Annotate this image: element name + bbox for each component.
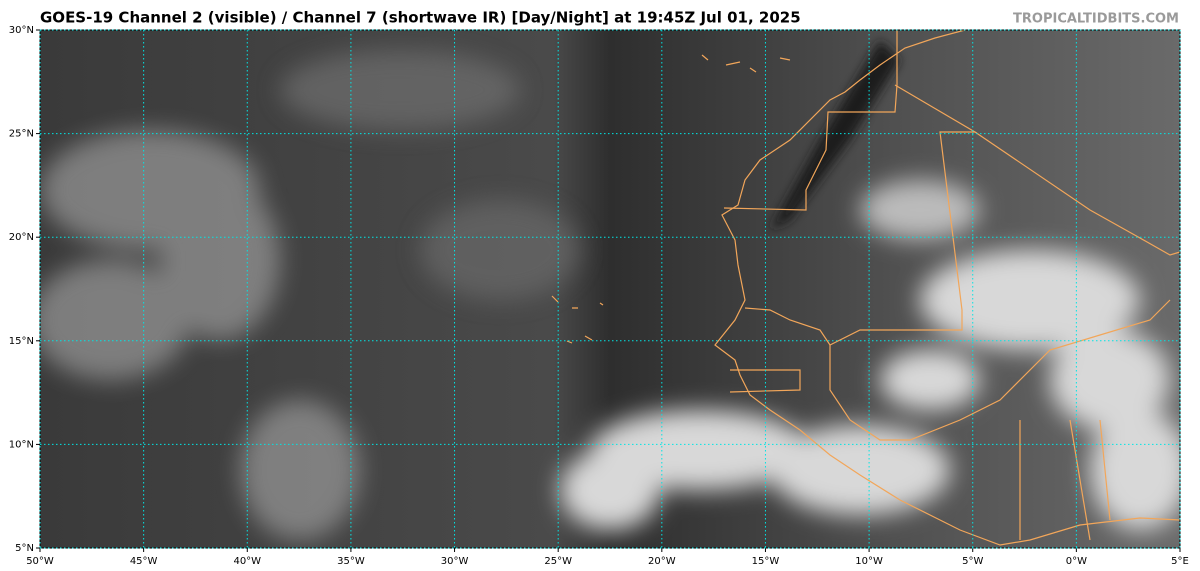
- y-tick-label: 10°N: [9, 439, 34, 450]
- y-tick-label: 20°N: [9, 232, 34, 243]
- x-tick-label: 35°W: [337, 556, 365, 567]
- x-tick-label: 5°E: [1171, 556, 1189, 567]
- x-tick-label: 30°W: [441, 556, 469, 567]
- x-tick-label: 20°W: [648, 556, 676, 567]
- x-tick-label: 15°W: [752, 556, 780, 567]
- imagery: [40, 30, 1180, 548]
- x-tick-label: 25°W: [544, 556, 572, 567]
- y-tick-label: 5°N: [15, 543, 34, 554]
- title: GOES-19 Channel 2 (visible) / Channel 7 …: [40, 9, 801, 27]
- y-tick-label: 30°N: [9, 25, 34, 36]
- x-tick-label: 5°W: [962, 556, 983, 567]
- axes: 50°W 45°W 40°W 35°W 30°W 25°W 20°W 15°W 10°W 5°W 0…: [9, 25, 1189, 567]
- x-tick-label: 40°W: [233, 556, 261, 567]
- map-frame: [39, 29, 1181, 549]
- credit: TROPICALTIDBITS.COM: [1013, 12, 1179, 27]
- y-tick-label: 15°N: [9, 336, 34, 347]
- x-tick-label: 0°W: [1066, 556, 1087, 567]
- y-tick-label: 25°N: [9, 129, 34, 140]
- x-tick-label: 50°W: [26, 556, 54, 567]
- coastlines: [551, 30, 1180, 546]
- x-tick-label: 45°W: [130, 556, 158, 567]
- x-tick-label: 10°W: [855, 556, 883, 567]
